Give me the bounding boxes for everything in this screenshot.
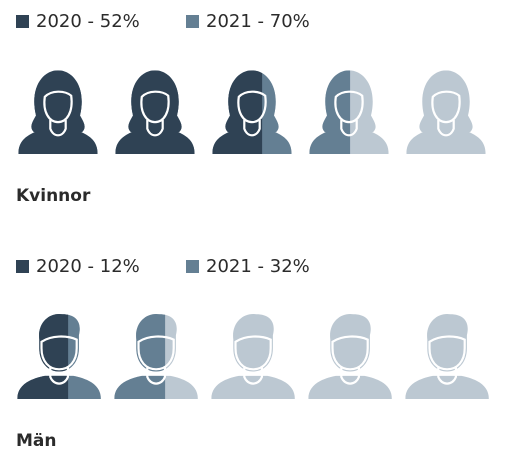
icon-outline	[340, 119, 358, 137]
person-icon	[211, 313, 295, 400]
legend-swatch	[186, 260, 199, 273]
icon-background	[406, 70, 486, 155]
icon-outline	[243, 367, 264, 385]
icon-outline	[40, 335, 78, 371]
icon-fill	[17, 313, 69, 400]
group-title: Kvinnor	[16, 186, 91, 206]
icon-outline	[234, 335, 272, 371]
icon-outline	[437, 119, 455, 137]
person-icon	[308, 313, 392, 400]
icon-outline	[437, 367, 458, 385]
icon-background	[211, 313, 295, 400]
legend-swatch	[16, 15, 29, 28]
group-title: Män	[16, 431, 57, 451]
icon-fill	[115, 70, 195, 155]
icon-outline	[146, 119, 164, 137]
legend-label: 2020 - 12%	[36, 256, 140, 277]
person-icon	[18, 70, 98, 155]
icon-outline	[431, 90, 461, 124]
icon-outline	[49, 119, 67, 137]
icon-outline	[331, 335, 369, 371]
legend-label: 2020 - 52%	[36, 11, 140, 32]
icon-outline	[146, 367, 167, 385]
icon-outline	[137, 335, 175, 371]
person-icon	[115, 70, 195, 155]
icon-background	[405, 313, 489, 400]
icon-outline	[243, 119, 261, 137]
person-icon	[114, 313, 198, 400]
person-icon	[405, 313, 489, 400]
icon-fill	[212, 70, 263, 155]
legend-label: 2021 - 32%	[206, 256, 310, 277]
icon-outline	[334, 90, 364, 124]
icon-background	[308, 313, 392, 400]
icon-fill	[309, 70, 351, 155]
icon-outline	[43, 90, 73, 124]
legend-label: 2021 - 70%	[206, 11, 310, 32]
person-icon	[309, 70, 389, 155]
icon-outline	[49, 367, 70, 385]
icon-outline	[237, 90, 267, 124]
person-icon	[406, 70, 486, 155]
icon-outline	[140, 90, 170, 124]
icon-outline	[428, 335, 466, 371]
legend-swatch	[186, 15, 199, 28]
person-icon	[17, 313, 101, 400]
icon-outline	[340, 367, 361, 385]
person-icon	[212, 70, 292, 155]
legend-swatch	[16, 260, 29, 273]
icon-fill	[18, 70, 98, 155]
icon-fill	[114, 313, 166, 400]
